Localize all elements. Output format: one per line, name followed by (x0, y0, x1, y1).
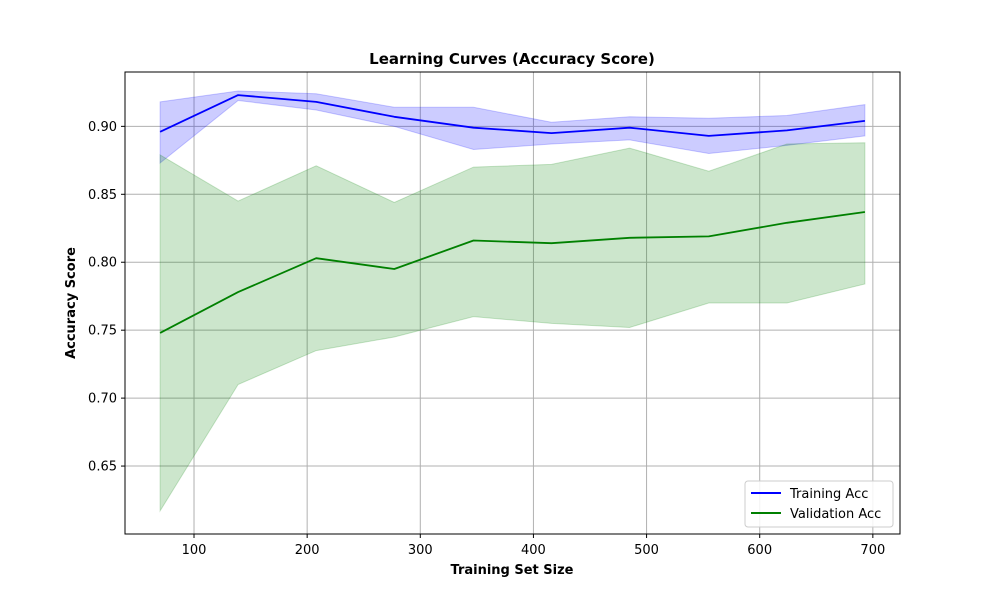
legend-box (744, 480, 894, 528)
x-tick-label: 200 (295, 543, 320, 558)
x-tick-label: 700 (860, 543, 885, 558)
legend-label-training: Training Acc (789, 487, 868, 502)
legend: Training Acc Validation Acc (744, 480, 894, 528)
training-line (159, 94, 866, 137)
confidence-bands (159, 90, 866, 513)
y-axis-label: Accuracy Score (64, 247, 79, 359)
x-tick-label: 100 (182, 543, 207, 558)
y-tick-label: 0.70 (88, 392, 117, 407)
y-tick-label: 0.65 (88, 460, 117, 475)
legend-label-validation: Validation Acc (790, 507, 881, 522)
grid (125, 72, 900, 534)
y-tick-label: 0.80 (88, 256, 117, 271)
axis-ticks: 100 200 300 400 500 600 700 0.65 0.70 0.75 0.80 0.8… (88, 120, 885, 558)
validation-line (159, 211, 866, 334)
validation-confidence-band (159, 142, 866, 513)
x-tick-label: 600 (747, 543, 772, 558)
x-tick-label: 300 (408, 543, 433, 558)
y-tick-label: 0.85 (88, 188, 117, 203)
x-tick-label: 400 (521, 543, 546, 558)
chart-title: Learning Curves (Accuracy Score) (369, 50, 655, 68)
y-tick-label: 0.90 (88, 120, 117, 135)
training-confidence-band (159, 90, 866, 165)
x-axis-label: Training Set Size (451, 563, 574, 578)
x-tick-label: 500 (634, 543, 659, 558)
series-lines (159, 94, 866, 334)
plot-frame (124, 71, 901, 535)
y-tick-label: 0.75 (88, 324, 117, 339)
